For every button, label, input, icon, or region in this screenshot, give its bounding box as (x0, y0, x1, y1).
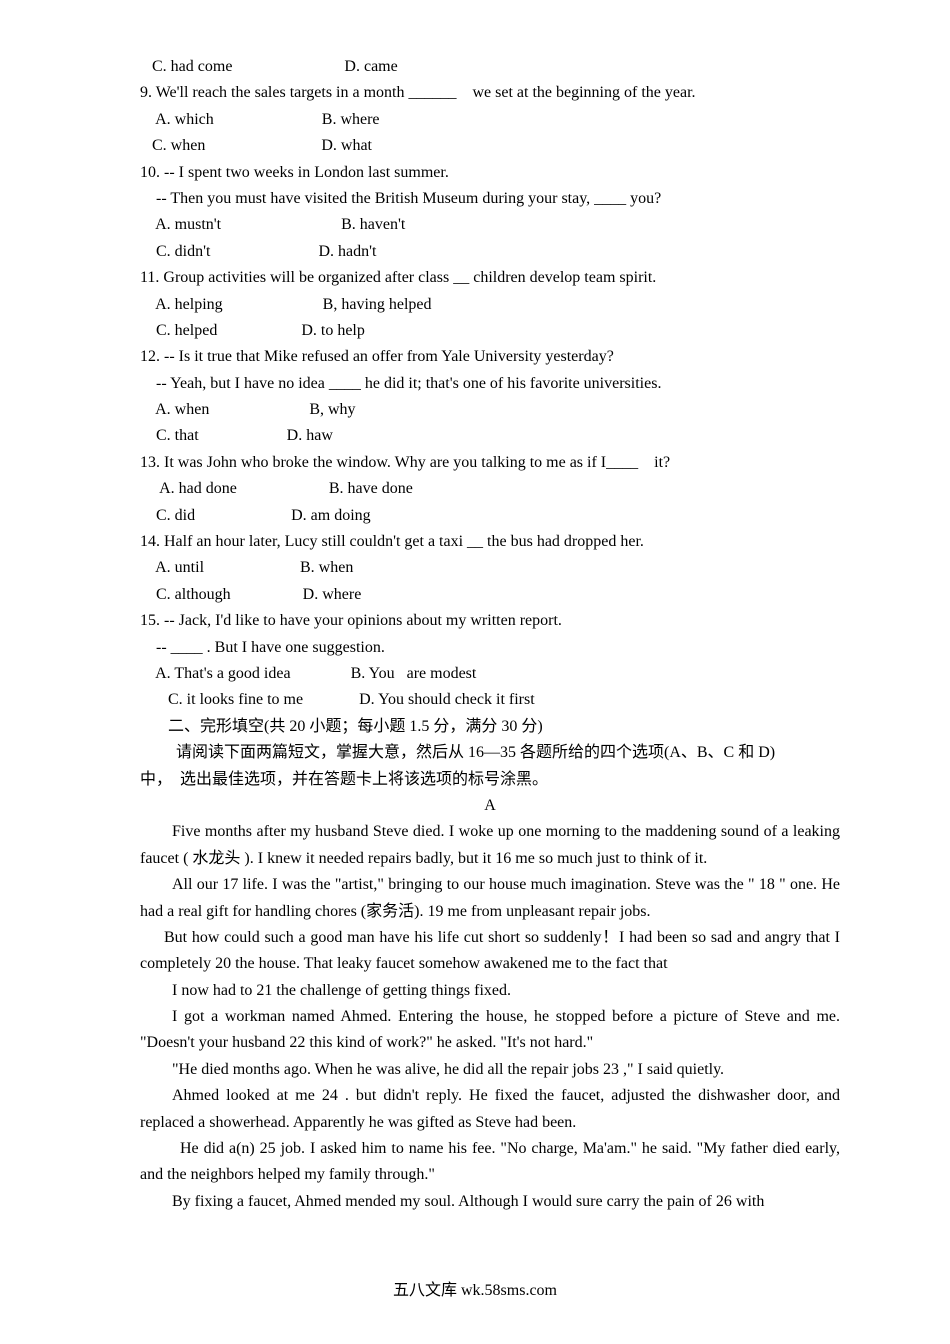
exam-line: A. until B. when (140, 555, 840, 581)
section-instruction: 中， 选出最佳选项，并在答题卡上将该选项的标号涂黑。 (140, 767, 840, 793)
section-instruction: 请阅读下面两篇短文，掌握大意，然后从 16—35 各题所给的四个选项(A、B、C… (140, 740, 840, 766)
exam-line: A. which B. where (140, 107, 840, 133)
exam-line: -- Then you must have visited the Britis… (140, 186, 840, 212)
exam-line: -- ____ . But I have one suggestion. (140, 635, 840, 661)
exam-line: C. didn't D. hadn't (140, 239, 840, 265)
document-page: C. had come D. came 9. We'll reach the s… (0, 0, 950, 1344)
section-heading: 二、完形填空(共 20 小题；每小题 1.5 分，满分 30 分) (140, 714, 840, 740)
passage-paragraph: He did a(n) 25 job. I asked him to name … (140, 1136, 840, 1189)
page-footer: 五八文库 wk.58sms.com (0, 1278, 950, 1304)
exam-line: C. that D. haw (140, 423, 840, 449)
exam-line: C. when D. what (140, 133, 840, 159)
exam-line: A. when B, why (140, 397, 840, 423)
exam-line: A. had done B. have done (140, 476, 840, 502)
exam-line: 11. Group activities will be organized a… (140, 265, 840, 291)
passage-paragraph: By fixing a faucet, Ahmed mended my soul… (140, 1189, 840, 1215)
passage-label: A (140, 793, 840, 819)
exam-line: C. helped D. to help (140, 318, 840, 344)
passage-paragraph: I now had to 21 the challenge of getting… (140, 978, 840, 1004)
exam-line: C. did D. am doing (140, 503, 840, 529)
passage-paragraph: I got a workman named Ahmed. Entering th… (140, 1004, 840, 1057)
passage-paragraph: "He died months ago. When he was alive, … (140, 1057, 840, 1083)
exam-line: A. helping B, having helped (140, 292, 840, 318)
exam-line: C. it looks fine to me D. You should che… (140, 687, 840, 713)
exam-line: A. mustn't B. haven't (140, 212, 840, 238)
passage-paragraph: Five months after my husband Steve died.… (140, 819, 840, 872)
passage-paragraph: Ahmed looked at me 24 . but didn't reply… (140, 1083, 840, 1136)
exam-line: 15. -- Jack, I'd like to have your opini… (140, 608, 840, 634)
exam-line: A. That's a good idea B. You are modest (140, 661, 840, 687)
passage-paragraph: But how could such a good man have his l… (140, 925, 840, 978)
exam-line: -- Yeah, but I have no idea ____ he did … (140, 371, 840, 397)
passage-paragraph: All our 17 life. I was the "artist," bri… (140, 872, 840, 925)
exam-line: C. although D. where (140, 582, 840, 608)
exam-line: 10. -- I spent two weeks in London last … (140, 160, 840, 186)
exam-line: 14. Half an hour later, Lucy still could… (140, 529, 840, 555)
exam-line: 12. -- Is it true that Mike refused an o… (140, 344, 840, 370)
exam-line: 13. It was John who broke the window. Wh… (140, 450, 840, 476)
exam-line: C. had come D. came (140, 54, 840, 80)
exam-line: 9. We'll reach the sales targets in a mo… (140, 80, 840, 106)
